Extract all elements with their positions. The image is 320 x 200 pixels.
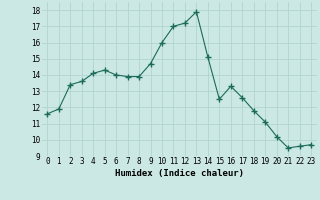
X-axis label: Humidex (Indice chaleur): Humidex (Indice chaleur) xyxy=(115,169,244,178)
